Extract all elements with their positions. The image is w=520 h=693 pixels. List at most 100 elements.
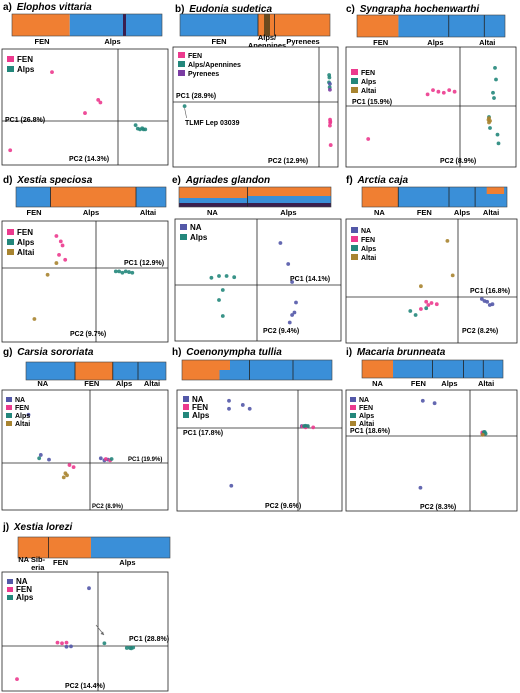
- point-na-0: [26, 412, 31, 417]
- point-alps-10: [140, 126, 145, 131]
- point-alps-10: [232, 275, 237, 280]
- structure-segment-1-0: [247, 187, 331, 196]
- point-fen-5: [64, 640, 69, 645]
- plot-frame: [345, 389, 518, 512]
- panel-f: f) Arctia caja NA FEN Alps Altai PC1 (16.8%…: [345, 175, 518, 344]
- structure-segment-1-0: [398, 187, 507, 207]
- point-na-3: [247, 406, 252, 411]
- point-fen-7: [71, 465, 76, 469]
- point-fen-4: [328, 143, 333, 147]
- structure-segment-2-0: [136, 187, 166, 207]
- structure-segment-0-2: [179, 203, 248, 207]
- point-altai-11: [45, 272, 50, 277]
- structure-segment-3-0: [274, 14, 330, 36]
- structure-segment-0-0: [26, 362, 75, 380]
- legend-label-0: NA: [359, 397, 369, 404]
- point-fen-4: [63, 257, 68, 262]
- structure-bar-a: FEN Alps: [11, 13, 163, 46]
- panel-g-title: g) Carsia sororiata: [3, 347, 94, 358]
- point-altai-14: [450, 273, 455, 278]
- group-label-3: Altai: [483, 208, 499, 217]
- structure-bar-j: NA Sib-eria FEN Alps: [17, 536, 171, 572]
- point-fen-8: [103, 457, 108, 461]
- group-label-0: FEN: [27, 208, 42, 217]
- plot-frame: [1, 571, 169, 692]
- point-alps-13: [495, 132, 500, 137]
- point-alps-8: [123, 269, 128, 274]
- panel-i-title: i) Macaria brunneata: [346, 347, 446, 358]
- annotation-label: TLMF Lep 03039: [185, 120, 240, 127]
- point-alps-9: [491, 90, 495, 95]
- structure-segment-0-1: [179, 198, 248, 203]
- annotation-leader: [184, 108, 187, 119]
- group-label-3: Altai: [478, 379, 494, 388]
- structure-segment-1-0: [393, 360, 503, 378]
- legend-swatch-1: [7, 66, 14, 72]
- pca-plot-b: PC1 (28.9%) PC2 (12.9%) FEN Alps/Apennines P…: [172, 46, 339, 168]
- point-na-0: [227, 398, 231, 403]
- point-alps-11: [220, 288, 225, 292]
- point-na-3: [98, 456, 103, 461]
- panel-h: h) Coenonympha tullia PC1 (17.8%) PC2 (9.…: [172, 347, 343, 512]
- group-label-3: Alps: [119, 558, 135, 567]
- structure-segment-1-0: [69, 14, 162, 36]
- point-fen-7: [434, 302, 439, 307]
- point-altai-13: [445, 238, 450, 243]
- structure-bar-g: NA FEN Alps Altai: [25, 361, 167, 388]
- group-label-1: Alps/: [258, 33, 277, 42]
- group-label-0: FEN: [212, 37, 227, 46]
- point-fen-5: [424, 299, 429, 304]
- panel-h-title: h) Coenonympha tullia: [172, 347, 282, 358]
- legend-label-1: FEN: [359, 405, 373, 412]
- point-alps-11: [129, 646, 134, 651]
- legend-b: FEN Alps/Apennines Pyrenees: [178, 52, 241, 78]
- point-fen-9: [419, 307, 423, 311]
- point-fen-6: [67, 463, 72, 467]
- legend-swatch-0: [178, 52, 185, 58]
- panel-g: g) Carsia sororiata NA FEN Alps Altai PC1 (…: [1, 347, 169, 511]
- legend-label-1: FEN: [192, 403, 208, 412]
- pc1-label: PC1 (17.8%): [183, 430, 223, 437]
- point-alps-7: [493, 65, 497, 70]
- arrow-head-icon: [100, 631, 104, 635]
- structure-bar-h: [181, 359, 333, 381]
- structure-segment-0-0: [362, 187, 399, 207]
- point-fen-5: [452, 89, 457, 94]
- legend-label-0: NA: [192, 395, 204, 404]
- structure-segment-0-0: [18, 537, 91, 558]
- point-alps-11: [413, 313, 418, 317]
- plot-frame: [1, 389, 169, 511]
- point-fen-4: [60, 641, 64, 646]
- group-label-2: Alps: [454, 208, 470, 217]
- legend-swatch-2: [178, 70, 185, 76]
- point-alps-13: [305, 424, 310, 428]
- point-fen-6: [429, 301, 434, 305]
- point-na-0: [278, 241, 283, 245]
- point-altai-13: [32, 317, 37, 321]
- point-altai-13: [65, 473, 69, 478]
- point-na-1: [286, 262, 291, 266]
- legend-label-0: FEN: [17, 228, 33, 237]
- point-alps-12: [424, 306, 429, 311]
- point-fen-6: [15, 677, 19, 682]
- point-alps-11: [109, 457, 114, 461]
- pc1-label: PC1 (19.9%): [128, 457, 162, 463]
- structure-segment-1-1: [247, 196, 331, 203]
- pc2-label: PC2 (9.6%): [265, 503, 301, 510]
- legend-swatch-1: [7, 587, 13, 592]
- structure-segment-1-2: [247, 203, 331, 207]
- legend-label-0: FEN: [188, 53, 202, 60]
- structure-bar-c: FEN Alps Altai: [356, 14, 506, 47]
- structure-frame: [179, 13, 331, 37]
- panel-a: a) Elophos vittaria FEN Alps PC1 (26.8%)P…: [1, 2, 169, 166]
- point-alps-12: [217, 298, 221, 302]
- pc2-label: PC2 (8.9%): [92, 504, 123, 510]
- pc2-label: PC2 (14.4%): [65, 683, 105, 690]
- structure-bar-e: NA Alps: [178, 186, 332, 217]
- legend-swatch-1: [350, 405, 356, 410]
- pc1-label: PC1 (18.6%): [350, 428, 390, 435]
- legend-swatch-2: [351, 245, 358, 251]
- point-altai-15: [419, 284, 423, 289]
- structure-frame: [11, 13, 163, 37]
- panel-c: c) Syngrapha hochenwarthi FEN Alps Altai P…: [345, 4, 517, 168]
